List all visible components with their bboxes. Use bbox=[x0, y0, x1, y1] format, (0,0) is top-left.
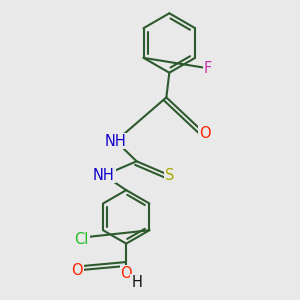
Text: H: H bbox=[131, 275, 142, 290]
Text: NH: NH bbox=[105, 134, 127, 148]
Text: O: O bbox=[199, 126, 211, 141]
Text: O: O bbox=[120, 266, 132, 281]
Text: S: S bbox=[165, 168, 174, 183]
Text: NH: NH bbox=[93, 168, 115, 183]
Text: Cl: Cl bbox=[74, 232, 89, 247]
Text: F: F bbox=[204, 61, 212, 76]
Text: O: O bbox=[71, 263, 83, 278]
